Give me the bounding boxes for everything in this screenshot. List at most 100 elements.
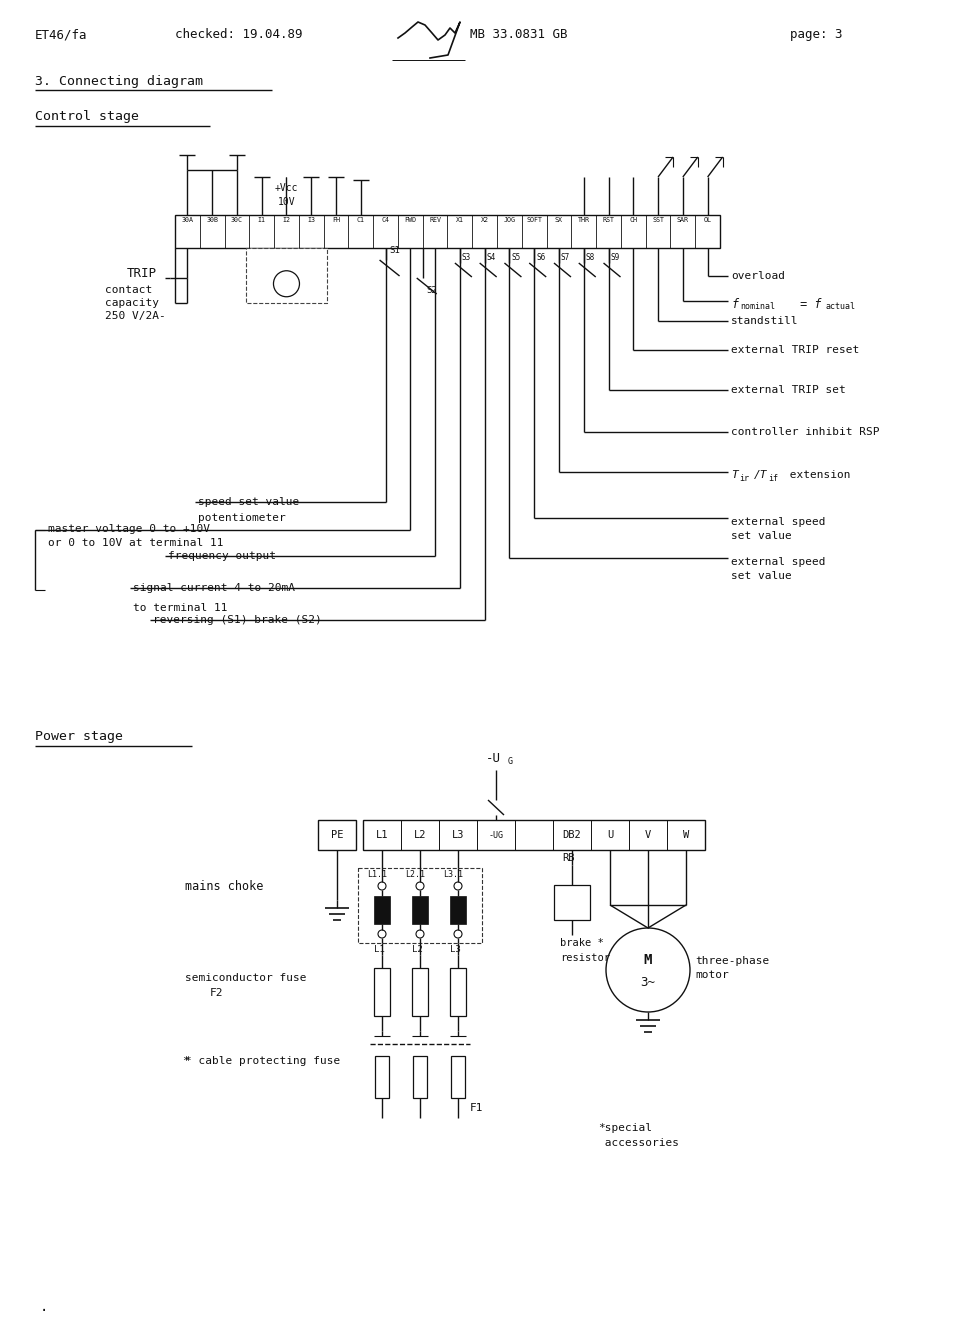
Text: G: G (507, 757, 513, 765)
Text: to terminal 11: to terminal 11 (132, 603, 227, 613)
Text: S7: S7 (560, 253, 570, 262)
Text: S1: S1 (389, 246, 400, 256)
Text: -U: -U (485, 752, 500, 765)
Text: semiconductor fuse: semiconductor fuse (185, 973, 306, 983)
Text: S5: S5 (511, 253, 520, 262)
Text: or 0 to 10V at terminal 11: or 0 to 10V at terminal 11 (48, 538, 223, 549)
Bar (554, 884, 589, 921)
Text: overload: overload (730, 272, 784, 281)
Text: L3: L3 (450, 945, 460, 954)
Text: C4: C4 (381, 217, 389, 223)
Bar (363, 820, 704, 850)
Text: Power stage: Power stage (35, 731, 123, 743)
Text: controller inhibit RSP: controller inhibit RSP (730, 427, 879, 438)
Text: external speed: external speed (730, 516, 824, 527)
Text: S6: S6 (536, 253, 545, 262)
Text: three-phase: three-phase (695, 955, 768, 966)
Text: if: if (767, 474, 778, 483)
Text: FWD: FWD (404, 217, 416, 223)
Text: checked: 19.04.89: checked: 19.04.89 (174, 28, 302, 41)
Text: set value: set value (730, 571, 791, 581)
Text: .: . (40, 1301, 49, 1314)
Text: S9: S9 (610, 253, 619, 262)
Text: I2: I2 (282, 217, 290, 223)
Text: actual: actual (825, 302, 855, 310)
Text: *special: *special (598, 1123, 651, 1133)
Text: ET46/fa: ET46/fa (35, 28, 88, 41)
Bar (317, 820, 355, 850)
Bar (413, 1056, 427, 1098)
Text: W: W (682, 830, 688, 840)
Text: external speed: external speed (730, 557, 824, 567)
Text: S4: S4 (486, 253, 496, 262)
Text: standstill: standstill (730, 316, 798, 326)
Text: 30C: 30C (231, 217, 243, 223)
Text: 30A: 30A (181, 217, 193, 223)
Bar (174, 215, 720, 248)
Text: set value: set value (730, 531, 791, 541)
Text: L1.1: L1.1 (367, 870, 387, 879)
Bar (357, 868, 481, 943)
Text: SX: SX (555, 217, 562, 223)
Text: reversing (S1) brake (S2): reversing (S1) brake (S2) (152, 615, 321, 625)
Text: S2: S2 (426, 286, 437, 294)
Text: -UG: -UG (488, 831, 503, 839)
Text: T: T (730, 470, 737, 480)
Text: speed set value: speed set value (198, 496, 299, 507)
Text: X1: X1 (456, 217, 463, 223)
Text: SOFT: SOFT (526, 217, 541, 223)
Text: L2: L2 (414, 830, 426, 840)
Bar (374, 896, 390, 925)
Text: frequency output: frequency output (168, 551, 275, 561)
Text: L3: L3 (452, 830, 464, 840)
Text: L2.1: L2.1 (405, 870, 424, 879)
Bar (412, 967, 428, 1016)
Text: contact: contact (105, 285, 152, 294)
Text: L1: L1 (375, 830, 388, 840)
Text: JOG: JOG (503, 217, 515, 223)
Text: L2: L2 (412, 945, 422, 954)
Text: FH: FH (332, 217, 339, 223)
Bar (374, 967, 390, 1016)
Text: S8: S8 (585, 253, 595, 262)
Text: /T: /T (753, 470, 767, 480)
Text: L1: L1 (374, 945, 384, 954)
Text: potentiometer: potentiometer (198, 512, 286, 523)
Text: nominal: nominal (740, 302, 774, 310)
Bar (246, 248, 326, 302)
Text: *: * (182, 1056, 189, 1066)
Text: S3: S3 (461, 253, 471, 262)
Text: external TRIP reset: external TRIP reset (730, 345, 859, 355)
Text: C1: C1 (356, 217, 364, 223)
Text: brake *: brake * (559, 938, 603, 949)
Text: SST: SST (652, 217, 663, 223)
Bar (375, 1056, 389, 1098)
Text: DB2: DB2 (562, 830, 580, 840)
Text: THR: THR (578, 217, 589, 223)
Text: OL: OL (703, 217, 711, 223)
Text: mains choke: mains choke (185, 880, 263, 892)
Text: extension: extension (782, 470, 850, 480)
Text: 10V: 10V (277, 197, 295, 207)
Text: L3.1: L3.1 (442, 870, 462, 879)
Text: REV: REV (429, 217, 440, 223)
Text: MB 33.0831 GB: MB 33.0831 GB (470, 28, 567, 41)
Text: motor: motor (695, 970, 728, 979)
Bar (450, 967, 465, 1016)
Text: CH: CH (629, 217, 637, 223)
Bar (412, 896, 428, 925)
Text: I1: I1 (257, 217, 266, 223)
Text: * cable protecting fuse: * cable protecting fuse (185, 1056, 340, 1066)
Text: Control stage: Control stage (35, 110, 139, 123)
Text: PE: PE (331, 830, 343, 840)
Text: TRIP: TRIP (127, 266, 157, 280)
Text: 3. Connecting diagram: 3. Connecting diagram (35, 75, 203, 88)
Text: 30B: 30B (206, 217, 218, 223)
Bar (450, 896, 465, 925)
Text: V: V (644, 830, 651, 840)
Text: F1: F1 (470, 1103, 483, 1113)
Text: RST: RST (602, 217, 614, 223)
Text: = f: = f (792, 298, 821, 310)
Text: page: 3: page: 3 (789, 28, 841, 41)
Text: I3: I3 (307, 217, 314, 223)
